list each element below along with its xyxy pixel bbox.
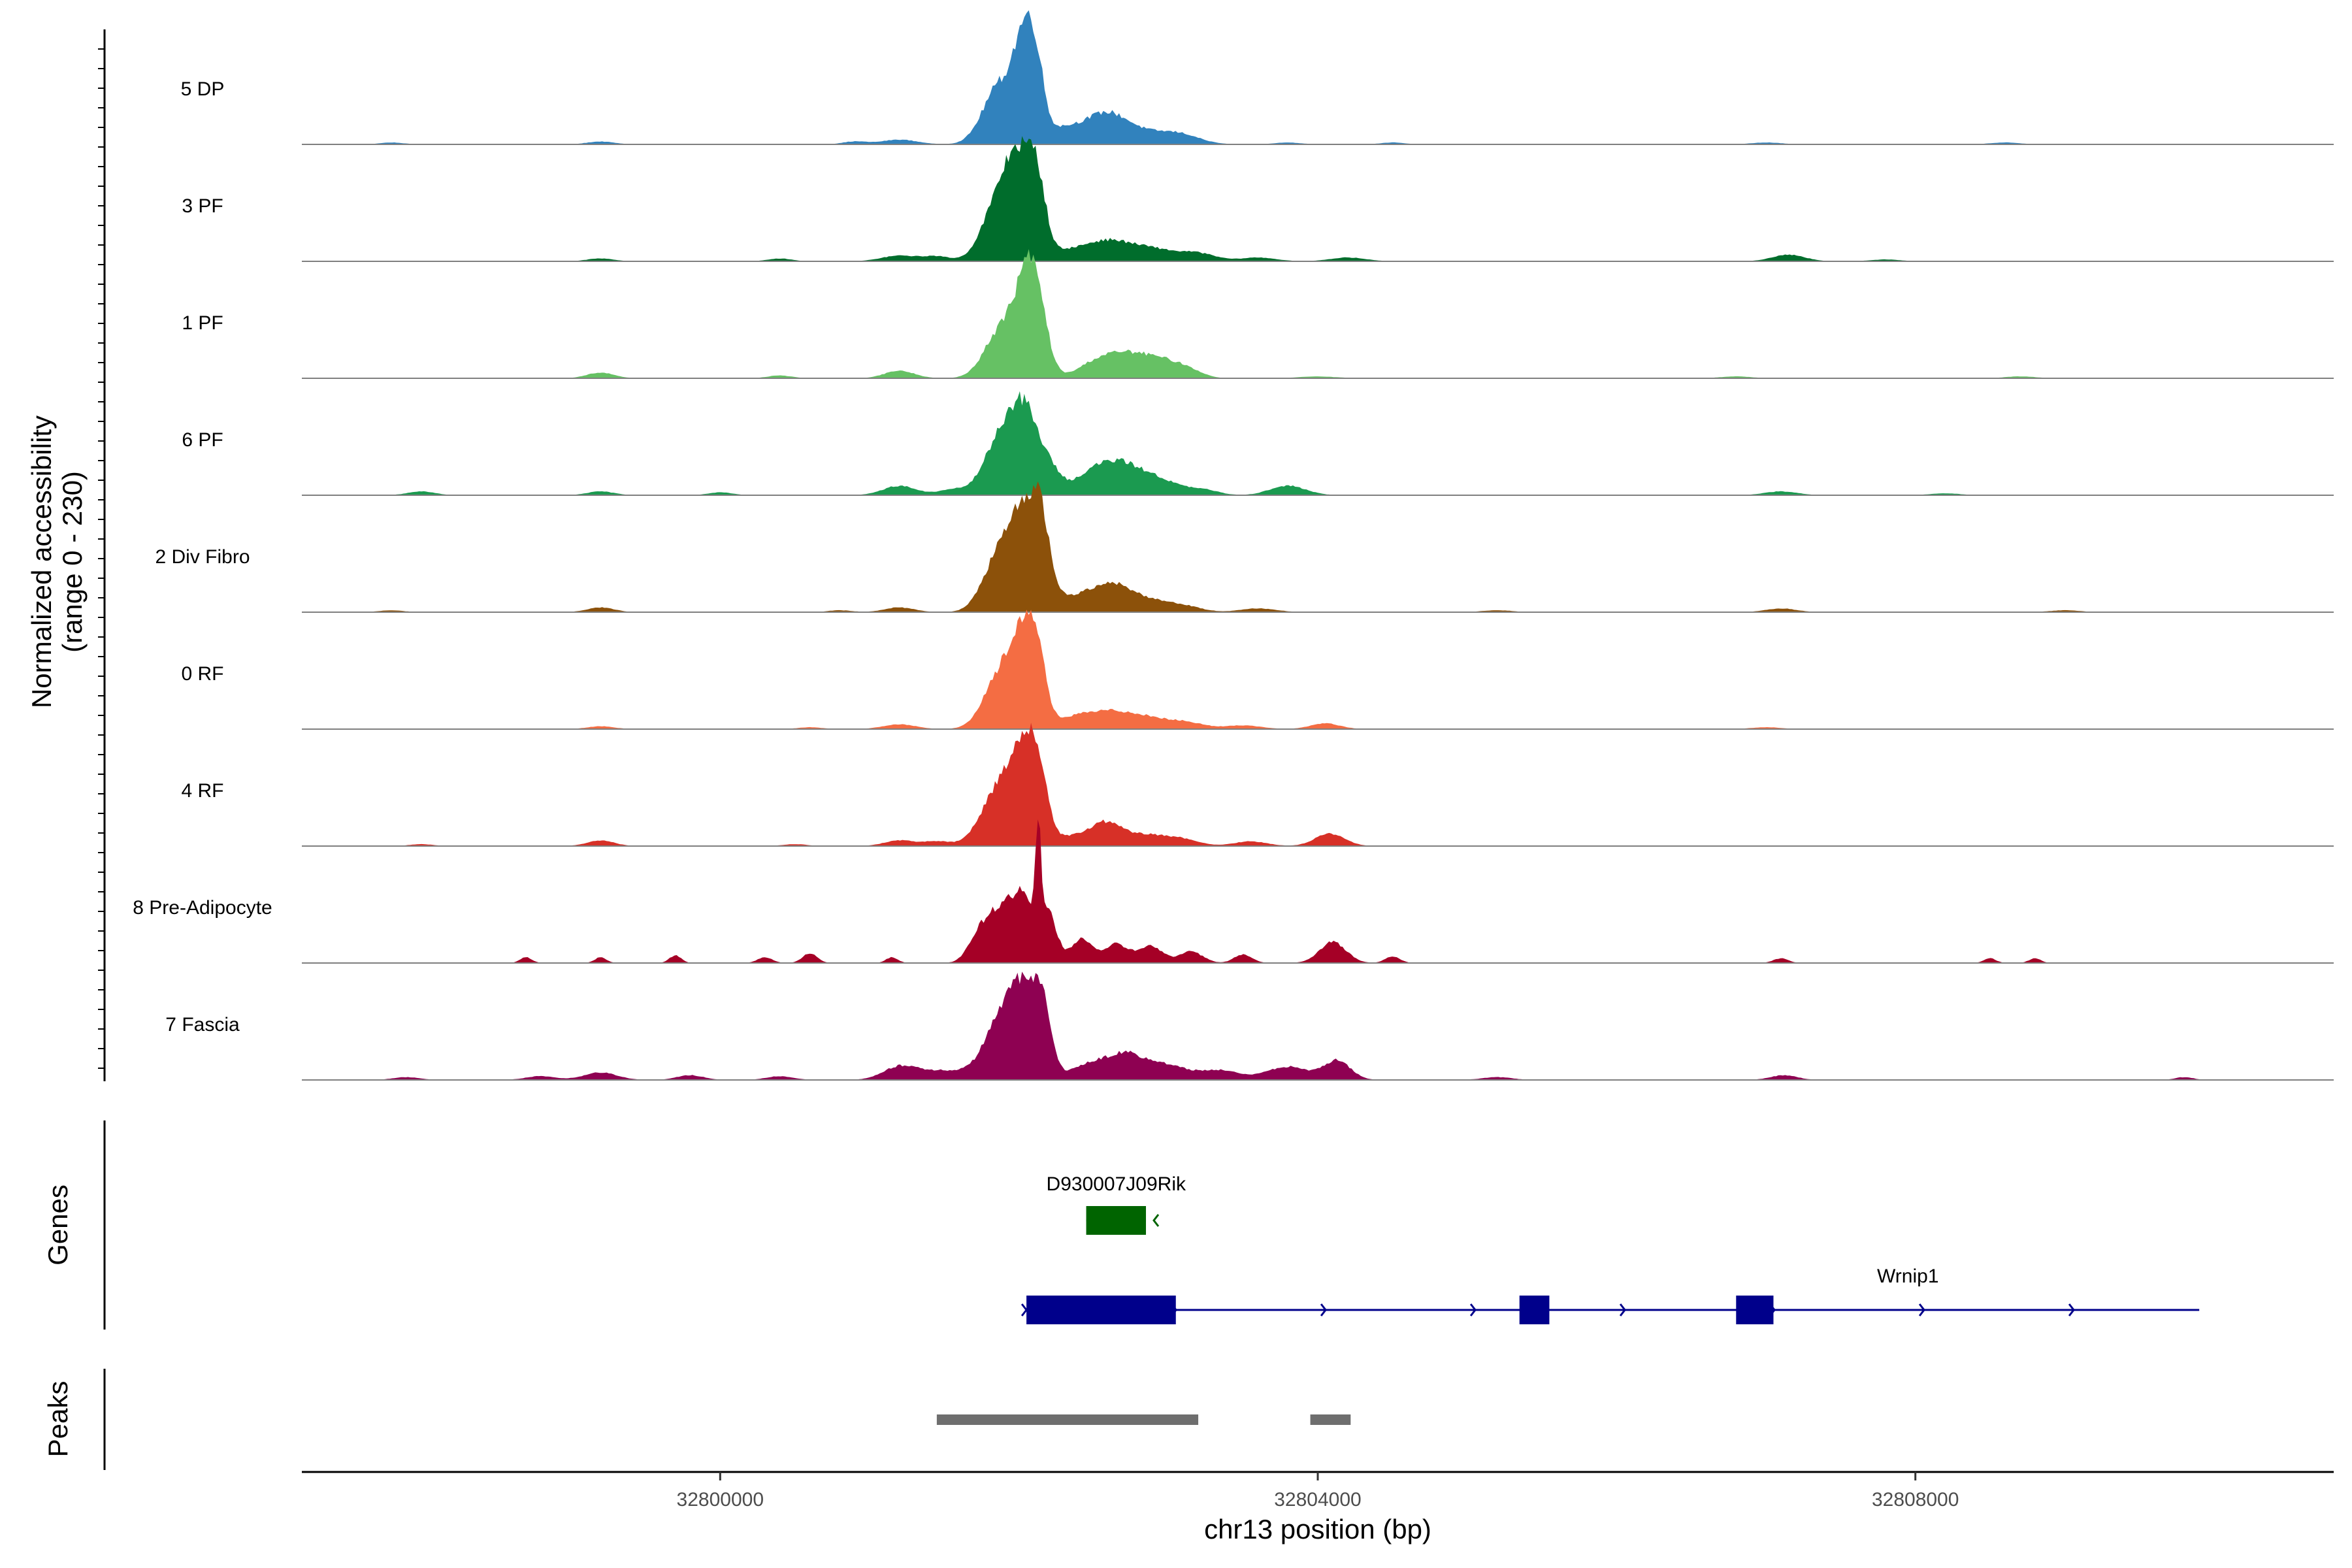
track-1-pf: 1 PF [182,249,2334,379]
track-label-1-pf: 1 PF [182,312,223,334]
track-label-2-div-fibro: 2 Div Fibro [155,546,250,568]
y-axis-range-label: (range 0 - 230) [57,471,88,653]
strand-arrow [1170,1303,1177,1316]
track-4-rf: 4 RF [181,723,2334,847]
track-area-6-pf [302,391,2334,495]
gene-exon [1519,1296,1550,1324]
track-area-0-rf [302,610,2334,729]
track-area-3-pf [302,136,2334,261]
track-area-4-rf [302,723,2334,846]
strand-arrow [1619,1303,1626,1316]
track-area-7-fascia [302,972,2334,1080]
strand-arrow [2068,1303,2075,1316]
peaks-panel-title: Peaks [42,1381,73,1458]
peaks-panel: Peaks [42,1369,1351,1470]
track-8-pre-adipocyte: 8 Pre-Adipocyte [133,819,2334,964]
gene-label-wrnip1: Wrnip1 [1877,1266,1938,1287]
gene-exon [1736,1296,1774,1324]
x-tick-label: 32808000 [1872,1489,1959,1511]
track-7-fascia: 7 Fascia [165,972,2334,1081]
strand-arrow [1918,1303,1925,1316]
peaks-layer [936,1414,1351,1425]
track-label-0-rf: 0 RF [181,663,223,685]
coverage-tracks: 5 DP 3 PF 1 PF 6 PF 2 Div Fibro 0 RF 4 RF 8 Pre… [133,10,2334,1081]
y-axis-title: Normalized accessibility [26,416,57,708]
x-axis-title: chr13 position (bp) [1204,1514,1431,1544]
strand-arrow [1469,1303,1477,1316]
track-3-pf: 3 PF [182,136,2334,262]
strand-arrow [1021,1303,1028,1316]
track-0-rf: 0 RF [181,610,2334,730]
peak-region [936,1414,1199,1425]
genes-layer: D930007J09Rik Wrnip1 [1021,1173,2200,1324]
track-area-1-pf [302,249,2334,378]
track-label-6-pf: 6 PF [182,429,223,451]
track-2-div-fibro: 2 Div Fibro [155,481,2334,613]
gene-label-d930007j09rik: D930007J09Rik [1047,1173,1186,1195]
peak-region [1310,1414,1351,1425]
track-6-pf: 6 PF [182,391,2334,496]
track-label-5-dp: 5 DP [181,78,225,100]
genes-panel: Genes D930007J09Rik Wrnip1 [42,1120,2200,1330]
strand-arrow [1152,1214,1160,1227]
track-area-2-div-fibro [302,481,2334,612]
track-label-7-fascia: 7 Fascia [165,1014,240,1036]
track-label-8-pre-adipocyte: 8 Pre-Adipocyte [133,897,272,919]
track-label-3-pf: 3 PF [182,195,223,217]
genes-panel-title: Genes [42,1184,73,1266]
strand-arrow [1320,1303,1327,1316]
strand-arrow [1769,1303,1776,1316]
x-axis: 32800000 32804000 32808000 chr13 position … [302,1471,2334,1544]
track-area-5-dp [302,10,2334,144]
gene-exon [1086,1206,1147,1235]
track-5-dp: 5 DP [181,10,2334,145]
gene-wrnip1: Wrnip1 [1021,1266,2200,1324]
x-tick-label: 32804000 [1274,1489,1361,1511]
track-label-4-rf: 4 RF [181,780,223,802]
gene-d930007j09rik: D930007J09Rik [1047,1173,1186,1235]
coverage-y-axis [98,29,106,1081]
gene-exon [1026,1296,1176,1324]
x-tick-label: 32800000 [677,1489,764,1511]
